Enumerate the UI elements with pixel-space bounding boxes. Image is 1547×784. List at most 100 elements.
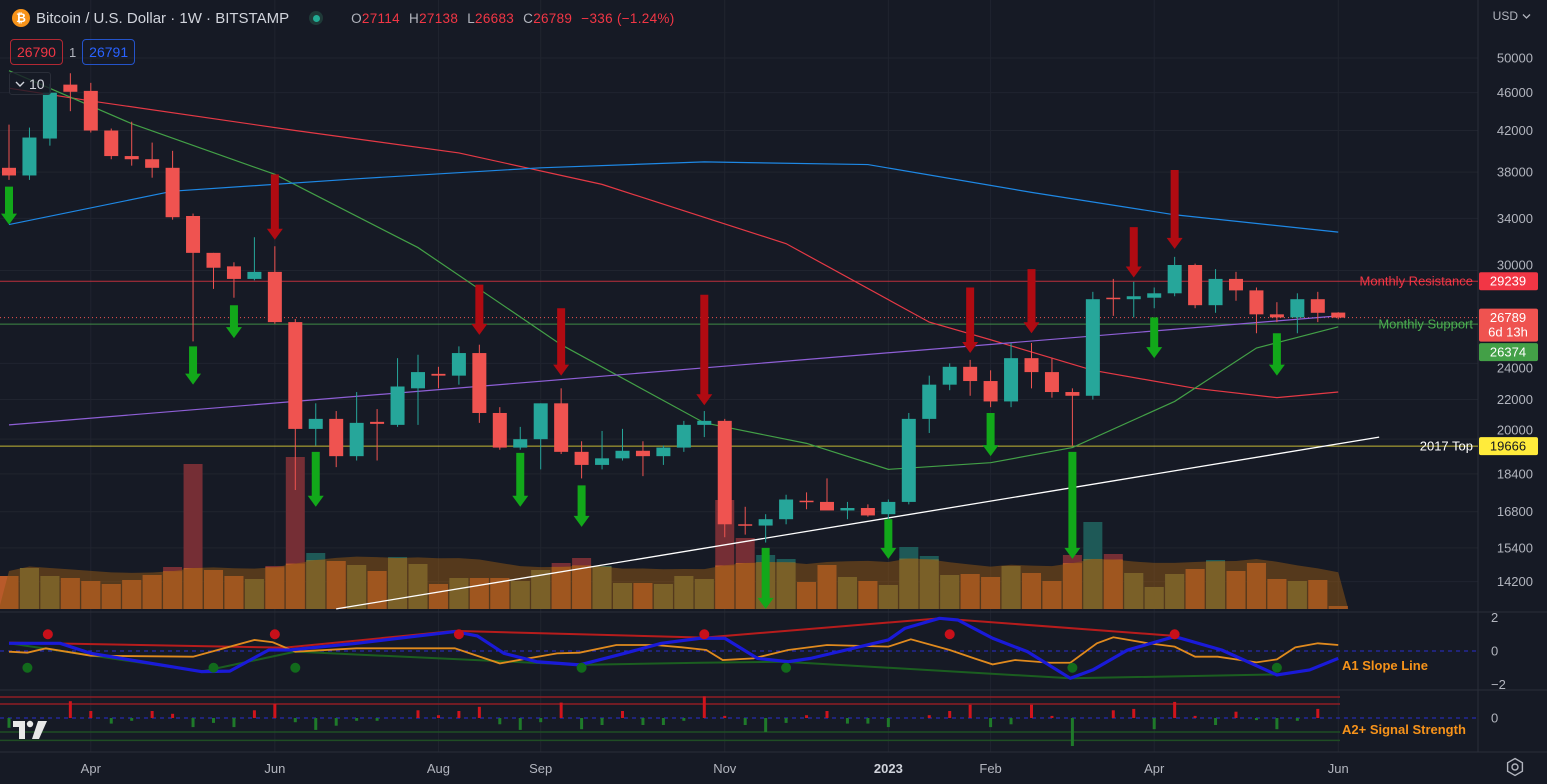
chevron-down-icon: [15, 81, 25, 87]
candle: [206, 252, 221, 289]
trade-panel: 26790 1 26791: [10, 39, 136, 65]
oscillator-axis-label: 2: [1491, 610, 1498, 625]
market-status-icon[interactable]: [309, 11, 324, 25]
last-price-value: 26789: [1490, 310, 1526, 325]
signal-strength-bar: [682, 718, 686, 721]
close-label: C: [523, 10, 534, 26]
candle: [738, 506, 753, 535]
candle: [533, 403, 548, 470]
candle: [308, 403, 323, 446]
sell-button[interactable]: 26790: [10, 39, 63, 65]
price-axis-label: 16800: [1497, 504, 1533, 519]
candle-body: [42, 92, 57, 139]
support-price-tag: [1479, 343, 1538, 362]
price-axis-label: 42000: [1497, 123, 1533, 138]
signal-strength-bar: [1214, 718, 1218, 725]
sell-signal-arrow-icon: [962, 287, 979, 354]
signal-strength-bar: [1275, 718, 1279, 730]
signal-strength-bar: [293, 718, 297, 723]
candle: [186, 213, 201, 342]
sell-signal-arrow-icon: [471, 284, 488, 335]
candle-body: [63, 84, 78, 92]
candle-body: [451, 353, 466, 376]
candle: [1269, 302, 1284, 323]
oscillator-orange-line: [8, 636, 1339, 666]
signal-strength-bar: [1009, 718, 1013, 725]
signal-strength-bar: [314, 718, 318, 730]
buy-button[interactable]: 26791: [82, 39, 136, 65]
candle-body: [595, 458, 610, 465]
currency-selector[interactable]: USD: [1493, 9, 1531, 23]
candle: [411, 354, 425, 425]
buy-signal-arrow-icon: [1, 186, 17, 225]
volume-layer: [0, 457, 1349, 609]
candle: [799, 492, 814, 510]
signal-strength-bar: [1234, 711, 1238, 718]
signal-strength-bar: [416, 710, 420, 718]
buy-signal-arrow-icon: [880, 519, 897, 559]
sell-signal-arrow-icon: [553, 308, 570, 376]
signal-strength-bar: [886, 718, 890, 728]
signal-strength-bar: [989, 718, 993, 728]
symbol-header: ₿ Bitcoin / U.S. Dollar · 1W · BITSTAMP …: [12, 9, 680, 27]
grid-lines: [0, 0, 1478, 752]
oscillator-axis-label: −2: [1491, 677, 1506, 692]
candle-body: [104, 130, 119, 157]
candle-body: [635, 450, 650, 457]
candle: [1290, 293, 1305, 334]
buy-signal-arrow-icon: [1268, 333, 1285, 376]
candle: [554, 388, 569, 454]
bitcoin-icon: ₿: [12, 9, 30, 27]
symbol-title[interactable]: Bitcoin / U.S. Dollar · 1W · BITSTAMP: [36, 9, 290, 27]
buy-signal-arrow-icon: [1146, 317, 1163, 359]
settings-icon[interactable]: [1505, 757, 1525, 777]
signal-strength-bar: [1254, 718, 1258, 721]
candle: [574, 441, 589, 479]
signal-strength-bar: [1295, 718, 1299, 721]
candle-body: [1085, 299, 1100, 396]
tradingview-logo[interactable]: [13, 719, 49, 741]
candle-body: [1126, 296, 1141, 300]
signal-strength-bar: [477, 706, 481, 718]
signal-strength-bar: [375, 718, 379, 721]
volume-average-area: [0, 556, 1349, 609]
chevron-down-icon: [1522, 13, 1531, 19]
signal-strength-bar: [661, 718, 665, 725]
oscillator-top-dot: [42, 629, 53, 640]
signal-strength-bar: [1070, 718, 1074, 746]
candle: [1188, 263, 1203, 309]
candle-body: [288, 322, 303, 429]
candle-body: [1310, 299, 1325, 313]
time-axis-label: Apr: [1144, 761, 1165, 776]
signal-strength-bar: [948, 711, 952, 718]
sell-signal-arrow-icon: [696, 294, 713, 406]
candle-body: [83, 90, 98, 131]
candle-body: [431, 373, 446, 376]
candle-body: [411, 372, 425, 389]
candle-body: [533, 403, 548, 440]
signal-strength-bar: [498, 718, 502, 725]
candle: [1065, 388, 1080, 446]
level-label-resistance: Monthly Resistance: [1360, 274, 1473, 289]
candle-body: [329, 418, 344, 457]
sell-signal-arrow-icon: [1125, 227, 1142, 278]
candle: [124, 121, 139, 166]
indicators-toggle[interactable]: 10: [9, 72, 51, 95]
candle-body: [1208, 278, 1223, 306]
candle: [267, 246, 282, 324]
signal-strength-bar: [1152, 718, 1156, 730]
oscillator-bottom-dot: [781, 662, 792, 673]
spread-value: 1: [68, 44, 77, 60]
candle: [1167, 256, 1182, 297]
candle: [1229, 271, 1243, 301]
candle-body: [901, 418, 916, 502]
moving-average-blue: [8, 161, 1339, 233]
sell-signal-arrow-icon: [1023, 269, 1040, 334]
candle-body: [1229, 278, 1243, 291]
candle: [1331, 312, 1346, 320]
candle-body: [574, 451, 589, 465]
price-axis-label: 24000: [1497, 361, 1533, 376]
signal-strength-bar: [171, 713, 175, 718]
time-axis-label: Feb: [979, 761, 1001, 776]
